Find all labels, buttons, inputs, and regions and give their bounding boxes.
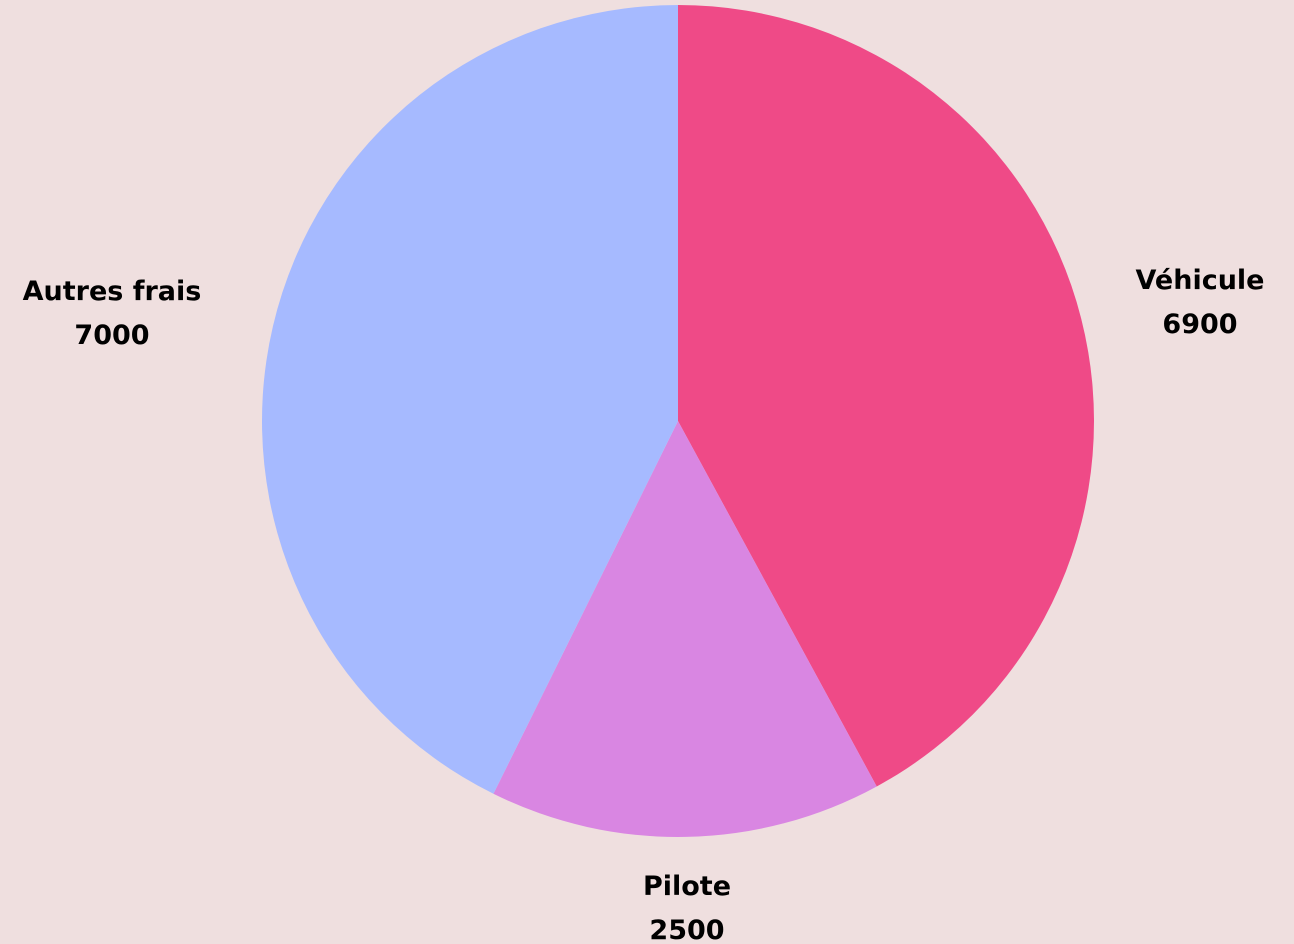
slice-label-name: Autres frais: [23, 276, 202, 307]
slice-label-name: Véhicule: [1135, 265, 1264, 296]
pie-slice-pilote: [493, 421, 877, 837]
slice-label: Autres frais 7000: [23, 276, 202, 351]
slice-label-value: 2500: [649, 915, 724, 944]
pie-slices: [262, 5, 1095, 837]
slice-label: Pilote 2500: [643, 871, 731, 944]
pie-slice-v-hicule: [678, 5, 1095, 787]
pie-slice-autres-frais: [262, 5, 678, 794]
slice-label: Véhicule 6900: [1135, 265, 1264, 340]
pie-labels: Véhicule 6900 Pilote 2500 Autres frais 7000: [23, 265, 1265, 944]
slice-label-name: Pilote: [643, 871, 731, 902]
slice-label-value: 7000: [74, 320, 149, 351]
slice-label-value: 6900: [1162, 309, 1237, 340]
